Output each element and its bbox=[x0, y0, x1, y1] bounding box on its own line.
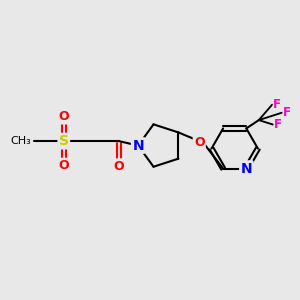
Text: F: F bbox=[274, 118, 282, 131]
Text: O: O bbox=[58, 110, 69, 123]
Text: O: O bbox=[58, 159, 69, 172]
Text: N: N bbox=[132, 139, 144, 152]
Text: O: O bbox=[194, 136, 205, 149]
Text: CH₃: CH₃ bbox=[11, 136, 31, 146]
Text: O: O bbox=[113, 160, 124, 172]
Text: F: F bbox=[273, 98, 281, 111]
Text: S: S bbox=[59, 134, 69, 148]
Text: N: N bbox=[241, 162, 252, 176]
Text: F: F bbox=[283, 106, 291, 119]
